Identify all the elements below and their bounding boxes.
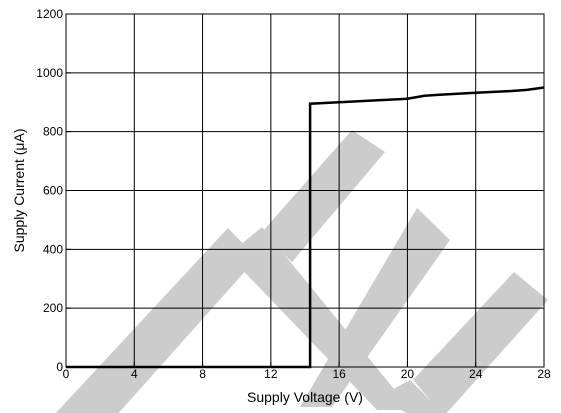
y-tick-label: 400 — [43, 242, 63, 256]
x-axis: 0 4 8 12 16 20 24 28 — [63, 362, 551, 381]
watermark-stroke — [228, 227, 411, 410]
y-tick-label: 800 — [43, 125, 63, 139]
x-tick-label: 28 — [537, 367, 551, 381]
y-axis-title: Supply Current (μA) — [11, 129, 27, 253]
series-layer — [66, 86, 545, 369]
watermark-stroke — [55, 228, 257, 413]
y-tick-label: 600 — [43, 184, 63, 198]
x-tick-label: 24 — [469, 367, 483, 381]
x-tick-label: 8 — [199, 367, 206, 381]
x-tick-label: 0 — [63, 367, 70, 381]
watermark-stroke — [377, 380, 443, 413]
series-line — [66, 86, 545, 369]
watermark-stroke — [300, 208, 450, 407]
y-tick-label: 1200 — [36, 7, 63, 21]
x-tick-label: 20 — [401, 367, 415, 381]
x-tick-label: 4 — [131, 367, 138, 381]
x-axis-title: Supply Voltage (V) — [247, 389, 363, 405]
y-tick-label: 200 — [43, 301, 63, 315]
y-tick-label: 1000 — [36, 66, 63, 80]
grid — [66, 14, 544, 367]
y-tick-label: 0 — [56, 360, 63, 374]
watermark-stroke — [413, 272, 548, 413]
y-axis: 0 200 400 600 800 1000 1200 — [36, 7, 71, 374]
watermark-stroke — [262, 130, 385, 262]
x-tick-label: 12 — [264, 367, 278, 381]
x-tick-label: 16 — [332, 367, 346, 381]
